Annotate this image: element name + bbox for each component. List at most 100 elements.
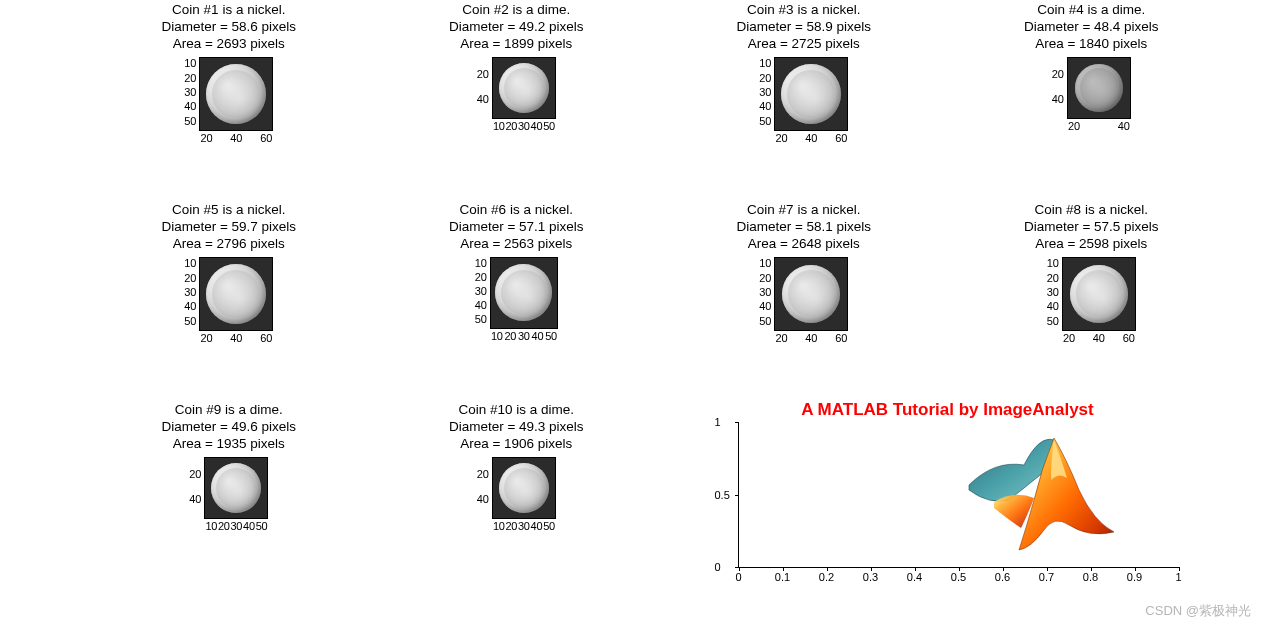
coin-area: Area = 2648 pixels (748, 236, 860, 253)
coin-area: Area = 1906 pixels (460, 436, 572, 453)
coin-image (774, 57, 848, 131)
coin-area: Area = 2598 pixels (1035, 236, 1147, 253)
coin-subplot-7: Coin #7 is a nickel.Diameter = 58.1 pixe… (665, 200, 943, 400)
coin-subplot-5: Coin #5 is a nickel.Diameter = 59.7 pixe… (90, 200, 368, 400)
logo-axes: 10.5000.10.20.30.40.50.60.70.80.91 (738, 422, 1179, 568)
coin-image (492, 57, 556, 119)
coin-diameter: Diameter = 48.4 pixels (1024, 19, 1159, 36)
x-axis-ticks: 204060 (775, 333, 847, 344)
logo-xtick: 0.7 (1039, 571, 1054, 583)
logo-xtick: 0.6 (995, 571, 1010, 583)
logo-xtick: 0.2 (819, 571, 834, 583)
coin-subplot-2: Coin #2 is a dime.Diameter = 49.2 pixels… (378, 0, 656, 200)
coin-subplot-4: Coin #4 is a dime.Diameter = 48.4 pixels… (953, 0, 1231, 200)
coin-diameter: Diameter = 49.6 pixels (161, 419, 296, 436)
coin-title: Coin #10 is a dime. (458, 402, 574, 419)
coin-icon (782, 265, 840, 323)
coin-title: Coin #5 is a nickel. (172, 202, 285, 219)
coin-area: Area = 1840 pixels (1035, 36, 1147, 53)
coin-image (774, 257, 848, 331)
coin-title: Coin #2 is a dime. (462, 2, 570, 19)
x-axis-ticks: 1020304050 (491, 331, 557, 342)
x-axis-ticks: 1020304050 (493, 121, 555, 132)
logo-ytick: 0 (715, 561, 721, 573)
x-axis-ticks: 1020304050 (205, 521, 267, 532)
logo-xtick: 0.4 (907, 571, 922, 583)
y-axis-ticks: 1020304050 (1047, 257, 1062, 329)
coin-image (199, 57, 273, 131)
logo-ytick: 1 (715, 416, 721, 428)
x-axis-ticks: 204060 (200, 333, 272, 344)
y-axis-ticks: 2040 (477, 57, 492, 117)
coin-subplot-8: Coin #8 is a nickel.Diameter = 57.5 pixe… (953, 200, 1231, 400)
y-axis-ticks: 2040 (477, 457, 492, 517)
coin-title: Coin #8 is a nickel. (1035, 202, 1148, 219)
logo-xtick: 0.1 (775, 571, 790, 583)
logo-xtick: 0.8 (1083, 571, 1098, 583)
x-axis-ticks: 1020304050 (493, 521, 555, 532)
coin-area: Area = 1899 pixels (460, 36, 572, 53)
coin-area: Area = 2725 pixels (748, 36, 860, 53)
matlab-logo-icon (939, 430, 1139, 555)
logo-ytick: 0.5 (715, 489, 730, 501)
coin-image (204, 457, 268, 519)
y-axis-ticks: 2040 (1052, 57, 1067, 117)
logo-xtick: 1 (1175, 571, 1181, 583)
coin-title: Coin #4 is a dime. (1037, 2, 1145, 19)
logo-title: A MATLAB Tutorial by ImageAnalyst (801, 400, 1094, 420)
figure-grid: Coin #1 is a nickel.Diameter = 58.6 pixe… (90, 0, 1230, 600)
coin-icon (1075, 64, 1123, 112)
watermark: CSDN @紫极神光 (1145, 602, 1251, 620)
coin-title: Coin #9 is a dime. (175, 402, 283, 419)
logo-xtick: 0 (735, 571, 741, 583)
coin-area: Area = 2796 pixels (173, 236, 285, 253)
coin-image (492, 457, 556, 519)
coin-subplot-6: Coin #6 is a nickel.Diameter = 57.1 pixe… (378, 200, 656, 400)
coin-diameter: Diameter = 58.6 pixels (161, 19, 296, 36)
y-axis-ticks: 1020304050 (759, 57, 774, 129)
logo-xtick: 0.5 (951, 571, 966, 583)
coin-title: Coin #1 is a nickel. (172, 2, 285, 19)
coin-image (1062, 257, 1136, 331)
coin-icon (499, 463, 549, 513)
y-axis-ticks: 1020304050 (184, 257, 199, 329)
coin-icon (211, 463, 261, 513)
x-axis-ticks: 2040 (1068, 121, 1130, 132)
coin-subplot-10: Coin #10 is a dime.Diameter = 49.3 pixel… (378, 400, 656, 600)
coin-diameter: Diameter = 59.7 pixels (161, 219, 296, 236)
x-axis-ticks: 204060 (1063, 333, 1135, 344)
coin-title: Coin #3 is a nickel. (747, 2, 860, 19)
logo-xtick: 0.3 (863, 571, 878, 583)
y-axis-ticks: 1020304050 (184, 57, 199, 129)
coin-subplot-3: Coin #3 is a nickel.Diameter = 58.9 pixe… (665, 0, 943, 200)
x-axis-ticks: 204060 (775, 133, 847, 144)
coin-title: Coin #7 is a nickel. (747, 202, 860, 219)
coin-image (1067, 57, 1131, 119)
coin-diameter: Diameter = 57.5 pixels (1024, 219, 1159, 236)
coin-area: Area = 2563 pixels (460, 236, 572, 253)
coin-title: Coin #6 is a nickel. (460, 202, 573, 219)
coin-area: Area = 1935 pixels (173, 436, 285, 453)
y-axis-ticks: 1020304050 (475, 257, 490, 327)
coin-diameter: Diameter = 58.1 pixels (736, 219, 871, 236)
coin-icon (495, 264, 552, 321)
x-axis-ticks: 204060 (200, 133, 272, 144)
y-axis-ticks: 2040 (189, 457, 204, 517)
coin-icon (499, 63, 549, 113)
coin-icon (781, 64, 841, 124)
matlab-logo-panel: A MATLAB Tutorial by ImageAnalyst10.5000… (665, 400, 1230, 600)
coin-subplot-1: Coin #1 is a nickel.Diameter = 58.6 pixe… (90, 0, 368, 200)
coin-subplot-9: Coin #9 is a dime.Diameter = 49.6 pixels… (90, 400, 368, 600)
coin-image (490, 257, 558, 329)
coin-diameter: Diameter = 57.1 pixels (449, 219, 584, 236)
y-axis-ticks: 1020304050 (759, 257, 774, 329)
coin-icon (1070, 265, 1128, 323)
coin-diameter: Diameter = 58.9 pixels (736, 19, 871, 36)
coin-icon (206, 64, 266, 124)
logo-xtick: 0.9 (1127, 571, 1142, 583)
coin-image (199, 257, 273, 331)
coin-area: Area = 2693 pixels (173, 36, 285, 53)
coin-diameter: Diameter = 49.2 pixels (449, 19, 584, 36)
coin-icon (206, 264, 266, 324)
coin-diameter: Diameter = 49.3 pixels (449, 419, 584, 436)
